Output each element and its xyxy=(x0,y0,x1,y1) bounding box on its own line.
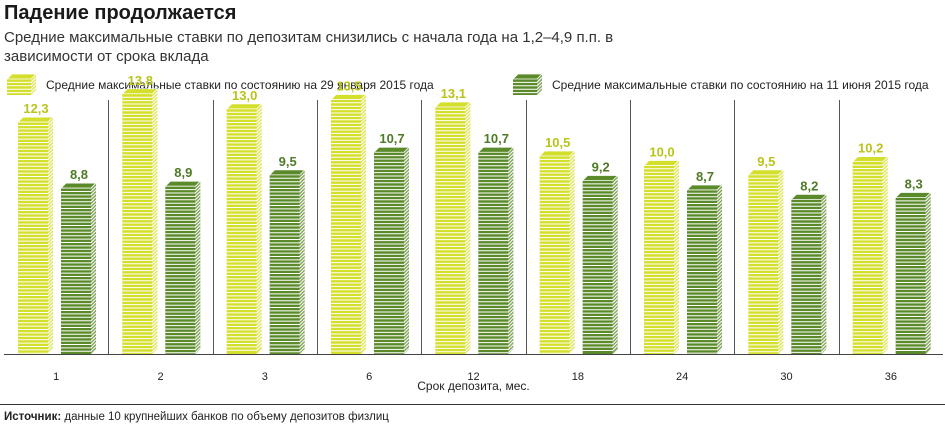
bar-june xyxy=(581,175,619,354)
chart-title: Падение продолжается xyxy=(4,2,237,24)
bar-june xyxy=(373,146,410,354)
category-group: 10,2 8,3 36 xyxy=(851,141,932,383)
x-tick-label: 24 xyxy=(676,371,688,383)
bar-january xyxy=(225,103,263,354)
bar-june xyxy=(164,180,202,354)
data-label-june: 10,7 xyxy=(379,131,404,146)
bar-june xyxy=(60,182,97,354)
source-prefix: Источник: xyxy=(4,411,62,423)
source-text: данные 10 крупнейших банков по объему де… xyxy=(61,411,389,423)
x-tick-label: 12 xyxy=(467,371,479,383)
bar-june xyxy=(268,169,306,354)
data-label-january: 10,5 xyxy=(545,135,570,150)
data-label-january: 13,0 xyxy=(232,88,257,103)
category-group: 13,5 10,7 6 xyxy=(330,78,410,383)
bar-chart: 12,3 8,8 1 13,8 8,9 2 13,0 9,5 3 13,5 10,7 6 13,1 10,… xyxy=(4,73,943,393)
x-tick-label: 30 xyxy=(780,371,792,383)
data-label-june: 8,8 xyxy=(70,167,88,182)
coin-stack-green-icon xyxy=(512,73,543,95)
data-label-january: 9,5 xyxy=(757,154,775,169)
data-label-june: 9,5 xyxy=(279,154,297,169)
bar-june xyxy=(477,146,515,354)
legend-coin-stack xyxy=(512,73,543,95)
category-group: 13,1 10,7 12 xyxy=(434,86,515,383)
legend-label-june: Средние максимальные ставки по состоянию… xyxy=(552,78,929,92)
category-group: 9,5 8,2 30 xyxy=(747,154,828,383)
category-group: 13,0 9,5 3 xyxy=(225,88,306,383)
x-tick-label: 6 xyxy=(366,371,372,383)
data-label-january: 13,1 xyxy=(441,86,466,101)
x-tick-label: 36 xyxy=(885,371,897,383)
data-label-january: 13,8 xyxy=(128,73,153,88)
data-label-june: 10,7 xyxy=(484,131,509,146)
category-group: 13,8 8,9 2 xyxy=(121,73,202,383)
data-label-june: 8,9 xyxy=(174,165,192,180)
data-label-june: 8,7 xyxy=(696,169,714,184)
legend-item-june: Средние максимальные ставки по состоянию… xyxy=(510,71,929,99)
data-label-june: 8,2 xyxy=(800,178,818,193)
data-label-january: 10,2 xyxy=(858,141,883,156)
category-group: 12,3 8,8 1 xyxy=(17,101,97,383)
bar-january xyxy=(17,116,54,354)
bar-january xyxy=(851,156,889,354)
data-label-june: 9,2 xyxy=(592,160,610,175)
data-label-june: 8,3 xyxy=(905,176,923,191)
bar-june xyxy=(790,193,828,354)
bar-june xyxy=(686,184,723,354)
x-tick-label: 1 xyxy=(53,371,59,383)
source-note: Источник: данные 10 крупнейших банков по… xyxy=(4,411,389,423)
bar-january xyxy=(643,160,680,354)
bar-january xyxy=(121,88,159,355)
legend-coin-stack xyxy=(6,73,37,95)
bar-january xyxy=(538,150,576,354)
bar-january xyxy=(330,94,367,354)
bar-january xyxy=(434,101,472,354)
data-label-january: 12,3 xyxy=(23,101,48,116)
x-tick-label: 3 xyxy=(262,371,268,383)
footer-divider xyxy=(0,404,945,405)
bar-june xyxy=(894,192,932,354)
bar-january xyxy=(747,169,785,354)
x-tick-label: 2 xyxy=(157,371,163,383)
data-label-january: 10,0 xyxy=(649,144,674,159)
x-tick-label: 18 xyxy=(572,371,584,383)
category-group: 10,0 8,7 24 xyxy=(643,144,723,383)
x-axis-label: Срок депозита, мес. xyxy=(417,379,529,393)
coin-stack-yellow-icon xyxy=(6,73,37,95)
chart-subtitle: Средние максимальные ставки по депозитам… xyxy=(4,29,614,65)
category-group: 10,5 9,2 18 xyxy=(538,135,619,383)
data-label-january: 13,5 xyxy=(336,78,361,93)
